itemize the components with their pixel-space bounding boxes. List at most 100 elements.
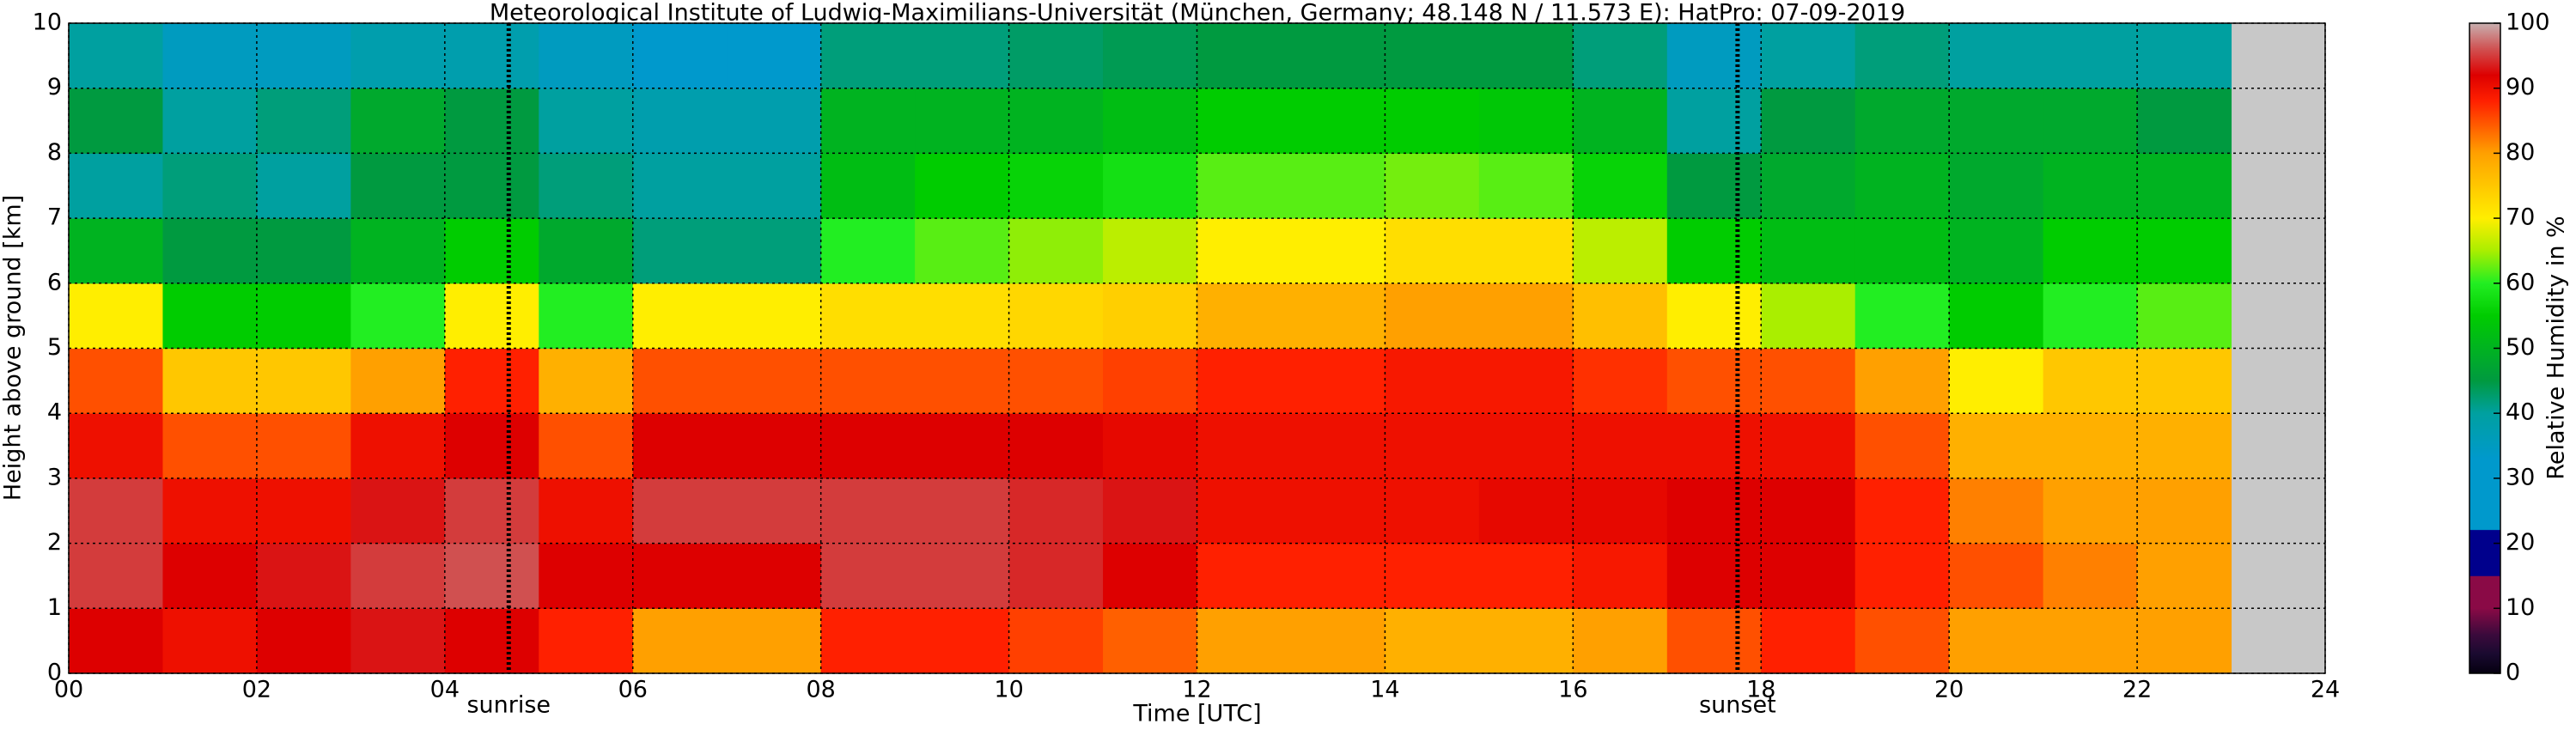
- heatmap-cell: [1008, 153, 1104, 219]
- heatmap-cell: [1290, 153, 1385, 219]
- heatmap-cell: [1761, 478, 1856, 544]
- heatmap-cell: [1197, 88, 1292, 154]
- heatmap-cell: [632, 348, 728, 414]
- heatmap-cell: [1666, 88, 1762, 154]
- heatmap-cell: [1478, 413, 1574, 479]
- heatmap-cell: [1666, 23, 1762, 89]
- heatmap-cell: [1854, 23, 1950, 89]
- heatmap-cell: [162, 348, 258, 414]
- heatmap-cell: [632, 283, 728, 349]
- heatmap-cell: [1290, 218, 1385, 284]
- heatmap-cell: [1385, 88, 1480, 154]
- y-tick-label: 5: [47, 334, 62, 361]
- heatmap-cell: [69, 478, 163, 544]
- heatmap-cell: [1385, 543, 1480, 609]
- x-tick-label: 14: [1370, 677, 1399, 703]
- heatmap-cell: [444, 23, 539, 89]
- heatmap-cell: [1385, 23, 1480, 89]
- y-tick-label: 7: [47, 204, 62, 231]
- heatmap-cell: [1949, 413, 2044, 479]
- heatmap-cell: [727, 153, 822, 219]
- heatmap-cell: [915, 608, 1010, 674]
- y-tick-label: 0: [47, 660, 62, 686]
- heatmap-cell: [69, 608, 163, 674]
- heatmap-cell: [727, 23, 822, 89]
- heatmap-cell: [256, 283, 351, 349]
- heatmap-cell: [2043, 283, 2138, 349]
- heatmap-cell: [444, 478, 539, 544]
- heatmap-cell: [444, 608, 539, 674]
- heatmap-cell: [1573, 543, 1668, 609]
- heatmap-cell: [1290, 283, 1385, 349]
- y-axis-label: Height above ground [km]: [0, 195, 27, 501]
- heatmap-cell: [444, 413, 539, 479]
- heatmap-cell: [1949, 218, 2044, 284]
- heatmap-cell: [1385, 153, 1480, 219]
- heatmap-cell: [915, 348, 1010, 414]
- heatmap-cell: [1197, 543, 1292, 609]
- heatmap-cell: [162, 478, 258, 544]
- heatmap-cell: [820, 543, 916, 609]
- heatmap-cell: [1666, 608, 1762, 674]
- colorbar-tick-label: 70: [2506, 204, 2535, 231]
- heatmap-cell: [162, 608, 258, 674]
- colorbar-tick-label: 20: [2506, 529, 2535, 556]
- heatmap-cell: [915, 478, 1010, 544]
- heatmap-cell: [1008, 348, 1104, 414]
- heatmap-cell: [2043, 153, 2138, 219]
- heatmap-cell: [915, 283, 1010, 349]
- heatmap-cell: [632, 608, 728, 674]
- heatmap-cell: [632, 153, 728, 219]
- heatmap-cell: [1666, 478, 1762, 544]
- heatmap-cell: [820, 348, 916, 414]
- y-tick-label: 1: [47, 594, 62, 621]
- heatmap-cell: [1103, 478, 1197, 544]
- heatmap-cell: [1103, 88, 1197, 154]
- heatmap-cell: [1103, 348, 1197, 414]
- heatmap-cell: [727, 413, 822, 479]
- heatmap-cell: [444, 283, 539, 349]
- heatmap-cell: [1197, 608, 1292, 674]
- heatmap-cell: [539, 413, 634, 479]
- heatmap-cell: [256, 153, 351, 219]
- heatmap-cell: [2043, 88, 2138, 154]
- heatmap-cell: [1478, 478, 1574, 544]
- heatmap-cell: [1573, 608, 1668, 674]
- heatmap-cell: [915, 218, 1010, 284]
- heatmap-cell: [1573, 478, 1668, 544]
- heatmap-cell: [1949, 283, 2044, 349]
- heatmap-cell: [727, 218, 822, 284]
- heatmap-cell: [1854, 88, 1950, 154]
- annotation-label: sunset: [1699, 692, 1776, 719]
- heatmap-cell: [1949, 478, 2044, 544]
- heatmap-cell: [727, 608, 822, 674]
- heatmap-cell: [727, 88, 822, 154]
- heatmap-cell: [820, 413, 916, 479]
- x-tick-label: 10: [994, 677, 1023, 703]
- heatmap-cell: [162, 153, 258, 219]
- heatmap-cell: [820, 478, 916, 544]
- heatmap-cell: [1854, 153, 1950, 219]
- heatmap-cell: [350, 88, 446, 154]
- heatmap-cell: [1290, 478, 1385, 544]
- heatmap-cell: [539, 478, 634, 544]
- heatmap-cell: [1197, 413, 1292, 479]
- x-tick-label: 12: [1182, 677, 1211, 703]
- heatmap-cell: [2137, 23, 2232, 89]
- colorbar-tick-label: 30: [2506, 464, 2535, 490]
- heatmap-cell: [1008, 543, 1104, 609]
- heatmap-cell: [2137, 153, 2232, 219]
- heatmap-cell: [1385, 283, 1480, 349]
- heatmap-cell: [1385, 218, 1480, 284]
- heatmap-cell: [1290, 608, 1385, 674]
- heatmap-cell: [632, 543, 728, 609]
- heatmap-cell: [1103, 413, 1197, 479]
- heatmap-cell: [2137, 88, 2232, 154]
- heatmap-cell: [1478, 153, 1574, 219]
- heatmap-cell: [350, 608, 446, 674]
- heatmap-cell: [1008, 478, 1104, 544]
- heatmap-cell: [1290, 413, 1385, 479]
- y-tick-label: 8: [47, 139, 62, 166]
- x-tick-label: 02: [242, 677, 271, 703]
- heatmap-cell: [350, 283, 446, 349]
